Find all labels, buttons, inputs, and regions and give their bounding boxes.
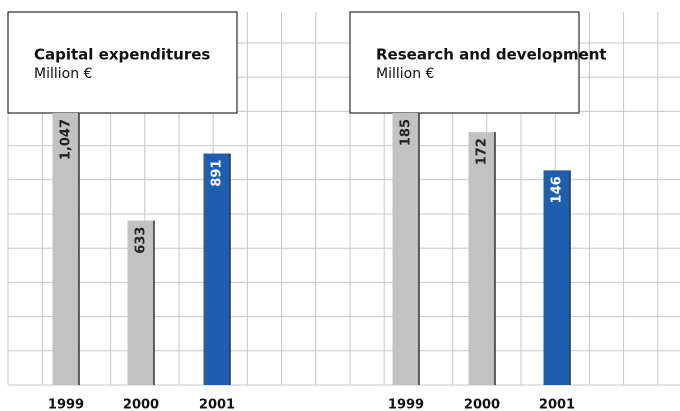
title-box (7, 11, 238, 114)
bar (127, 220, 155, 385)
x-tick-label: 2001 (199, 398, 235, 411)
x-tick-label: 2000 (464, 398, 500, 411)
bar (52, 113, 80, 385)
value-label: 891 (210, 160, 225, 187)
value-label: 1,047 (59, 119, 74, 160)
chart-title: Capital expenditures (34, 46, 210, 64)
bar (543, 170, 571, 385)
value-label: 185 (399, 119, 414, 146)
bar (468, 132, 496, 385)
value-label: 146 (550, 176, 565, 203)
bar (392, 113, 420, 385)
chart-title: Research and development (376, 46, 607, 64)
x-tick-label: 1999 (388, 398, 424, 411)
x-tick-label: 2001 (539, 398, 575, 411)
chart-subtitle: Million € (34, 66, 92, 82)
title-box (349, 11, 580, 114)
value-label: 172 (475, 138, 490, 165)
x-tick-label: 2000 (123, 398, 159, 411)
x-tick-label: 1999 (48, 398, 84, 411)
bar (203, 153, 231, 385)
chart-subtitle: Million € (376, 66, 434, 82)
value-label: 633 (134, 227, 149, 254)
